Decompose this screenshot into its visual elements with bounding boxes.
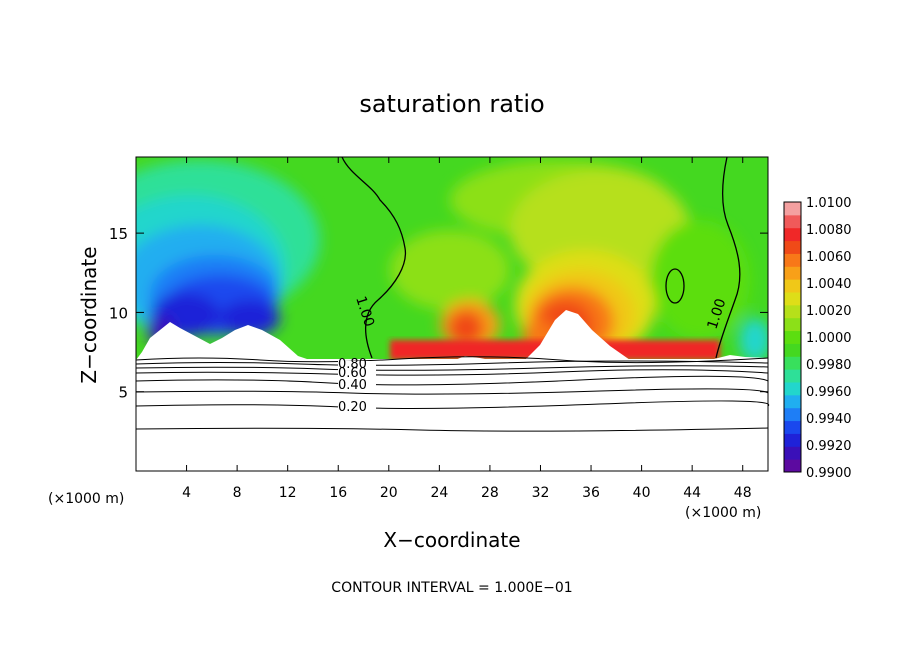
chart-title: saturation ratio [359,90,544,118]
colorbar-swatch [784,266,801,280]
x-tick-label: 36 [582,485,600,501]
contour-label-2: 0.40 [338,378,367,393]
colorbar-tick-label: 0.9900 [806,466,852,481]
colorbar-swatch [784,343,801,357]
colorbar-swatch [784,420,801,434]
colorbar-tick-label: 1.0040 [806,277,852,292]
colorbar-swatch [784,202,801,216]
colorbar-tick-label: 0.9940 [806,412,852,427]
colorbar-swatch [784,214,801,229]
x-tick-label: 28 [481,485,499,501]
colorbar-swatch [784,240,801,254]
colorbar-tick-label: 1.0100 [806,196,852,211]
x-unit-left: (×1000 m) [48,491,124,507]
contour-label-1: 0.60 [338,366,367,381]
x-tick-label: 48 [734,485,752,501]
colorbar-tick-label: 1.0060 [806,250,852,265]
colorbar-swatch [784,407,801,422]
contour-label-3: 0.20 [338,400,367,415]
colorbar-tick-label: 1.0000 [806,331,852,346]
y-axis: 5 10 15 [109,225,768,402]
x-axis-title: X−coordinate [383,528,520,552]
plot-frame [135,156,769,472]
colorbar-swatch [784,446,801,460]
x-tick-label: 24 [430,485,448,501]
x-tick-label: 40 [633,485,651,501]
y-axis-title: Z−coordinate [77,246,101,383]
colorbar-swatch [784,317,801,332]
colorbar-swatch [784,292,801,306]
colorbar-tick-label: 0.9980 [806,358,852,373]
colorbar-swatch [784,227,801,242]
x-tick-label: 20 [380,485,398,501]
colorbar-swatch [784,253,801,267]
colorbar-tick-label: 1.0020 [806,304,852,319]
y-tick-label: 5 [118,384,128,402]
x-tick-label: 8 [233,485,242,501]
x-tick-label: 32 [532,485,550,501]
unity-contours [341,156,741,359]
x-tick-label: 16 [329,485,347,501]
colorbar-tick-label: 0.9960 [806,385,852,400]
colorbar-swatch [784,330,801,344]
contour-labels: 0.80 0.60 0.40 0.20 1.00 1.00 [338,294,729,415]
terrain-contours [135,356,770,432]
heatmap-field [136,157,768,359]
colorbar-tick-label: 0.9920 [806,439,852,454]
x-unit-right: (×1000 m) [685,505,761,521]
colorbar-swatch [784,394,801,409]
colorbar-swatch [784,356,801,370]
colorbar-swatch [784,382,801,396]
y-tick-label: 15 [109,225,128,243]
colorbar-tick-label: 1.0080 [806,223,852,238]
colorbar: 1.0100 1.0080 1.0060 1.0040 1.0020 1.0000 0.99… [783,196,852,481]
x-tick-label: 4 [182,485,191,501]
x-tick-label: 44 [683,485,701,501]
x-tick-label: 12 [279,485,297,501]
y-tick-label: 10 [109,304,128,322]
contour-interval-note: CONTOUR INTERVAL = 1.000E−01 [331,580,572,596]
colorbar-swatch [784,433,801,447]
colorbar-swatch [784,304,801,319]
colorbar-frame [783,201,802,473]
colorbar-swatch [784,279,801,293]
colorbar-swatch [784,369,801,383]
colorbar-swatch [784,459,801,473]
x-axis: 4 8 12 16 20 24 28 32 36 40 44 48 [182,157,752,501]
